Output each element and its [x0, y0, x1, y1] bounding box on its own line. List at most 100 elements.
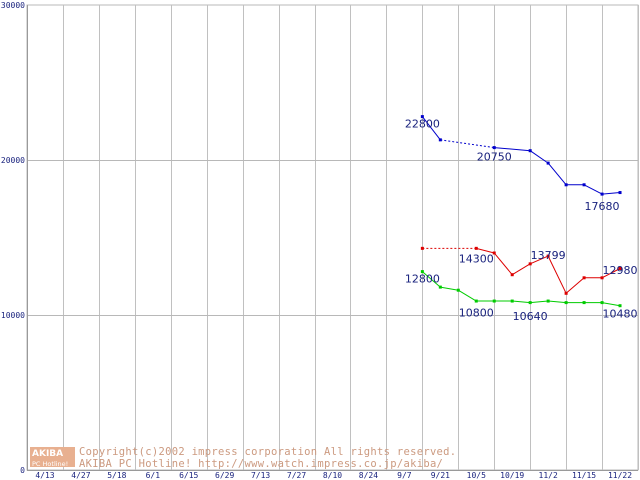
series-layer [420, 115, 622, 308]
series-segment [421, 116, 441, 141]
x-tick-label: 11/2 [539, 471, 558, 480]
data-point [546, 299, 550, 303]
watermark: AKIBA PC Hotline! Copyright(c)2002 impre… [30, 446, 456, 470]
series-segment [440, 139, 495, 149]
y-tick-label: 20000 [1, 156, 25, 165]
x-tick-label: 6/1 [146, 471, 161, 480]
data-label: 10480 [603, 308, 638, 321]
y-tick-label: 0 [20, 466, 25, 475]
x-tick-label: 11/22 [608, 471, 632, 480]
data-point [564, 291, 568, 295]
x-tick-label: 4/27 [71, 471, 90, 480]
x-axis-ticks: 4/13 4/27 5/18 6/1 6/15 6/29 7/13 7/27 8/10 8/24 9… [35, 471, 632, 480]
series-segment [565, 277, 585, 294]
data-point [456, 288, 460, 292]
x-tick-label: 7/27 [287, 471, 306, 480]
series-segment [601, 302, 621, 307]
data-point [618, 191, 622, 195]
x-tick-label: 5/18 [107, 471, 126, 480]
series-segment [583, 184, 603, 195]
data-point [492, 251, 496, 255]
data-label: 12800 [405, 273, 440, 286]
x-tick-label: 10/5 [467, 471, 486, 480]
data-label: 13799 [531, 249, 566, 262]
x-tick-label: 6/15 [179, 471, 198, 480]
data-point [546, 161, 550, 165]
series-segment [476, 247, 495, 254]
data-label: 10800 [459, 307, 494, 320]
data-point [438, 285, 442, 289]
watermark-logo-bottom: PC Hotline! [32, 460, 68, 468]
x-tick-label: 4/13 [35, 471, 54, 480]
data-point [474, 299, 478, 303]
series-segment [547, 162, 567, 186]
x-tick-label: 10/19 [500, 471, 524, 480]
data-point [600, 192, 604, 196]
data-point [528, 262, 532, 266]
data-point [618, 304, 622, 308]
data-label: 10640 [513, 310, 548, 323]
series-segment [530, 300, 549, 304]
series-segment [547, 255, 567, 294]
data-point [438, 138, 442, 142]
data-point [492, 146, 496, 150]
data-point [420, 246, 424, 250]
data-point [420, 115, 424, 119]
series-1 [420, 115, 622, 196]
x-tick-label: 8/24 [359, 471, 378, 480]
data-point [564, 301, 568, 305]
series-segment [511, 263, 531, 276]
series-3 [420, 270, 622, 308]
series-segment [548, 300, 567, 304]
data-point [474, 246, 478, 250]
data-point [528, 149, 532, 153]
data-point [582, 276, 586, 280]
series-segment [422, 271, 441, 288]
y-axis-ticks: 30000 20000 10000 0 [1, 1, 25, 475]
watermark-logo-top: AKIBA [32, 449, 63, 459]
series-2 [420, 246, 622, 295]
x-tick-label: 7/13 [251, 471, 270, 480]
watermark-logo-bottom-bg [30, 458, 75, 467]
data-point [492, 299, 496, 303]
data-point [546, 254, 550, 258]
series-segment [602, 192, 621, 195]
x-tick-label: 8/10 [323, 471, 342, 480]
x-tick-label: 6/29 [215, 471, 234, 480]
watermark-copyright: Copyright(c)2002 impress corporation All… [79, 446, 456, 458]
data-point [618, 267, 622, 270]
series-segment [493, 252, 513, 276]
data-point [420, 270, 424, 274]
x-tick-label: 9/21 [431, 471, 450, 480]
y-tick-label: 10000 [1, 311, 25, 320]
chart-grid [26, 4, 639, 471]
data-label: 22800 [405, 118, 440, 131]
data-point [510, 299, 514, 303]
data-point [582, 183, 586, 187]
watermark-logo-top-bg [30, 447, 75, 458]
data-point [510, 273, 514, 277]
series-segment [601, 268, 621, 279]
series-segment [494, 147, 531, 152]
series-segment [529, 150, 549, 164]
series-segment [512, 300, 531, 304]
data-labels: 22800 20750 17680 14300 13799 12980 12800 10800… [405, 118, 638, 323]
data-label: 12980 [603, 264, 638, 277]
data-point [564, 183, 568, 187]
watermark-url: AKIBA PC Hotline! http://www.watch.impre… [79, 458, 443, 470]
series-segment [529, 255, 549, 265]
data-label: 14300 [459, 252, 494, 265]
y-tick-label: 30000 [1, 1, 25, 10]
x-tick-label: 9/7 [397, 471, 412, 480]
data-point [582, 301, 586, 305]
data-point [600, 276, 604, 280]
series-segment [458, 289, 477, 302]
series-segment [440, 286, 459, 291]
data-label: 17680 [585, 200, 620, 213]
plot-frame [26, 4, 639, 471]
data-point [528, 301, 532, 305]
data-point [600, 301, 604, 305]
data-label: 20750 [477, 150, 512, 163]
x-tick-label: 11/15 [572, 471, 596, 480]
